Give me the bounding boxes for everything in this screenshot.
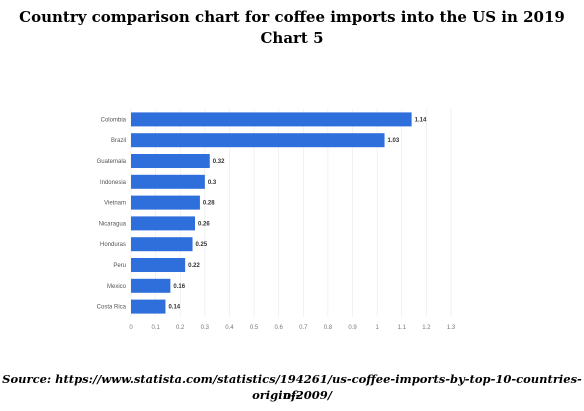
bar [131,174,205,189]
value-label: 0.16 [173,284,185,290]
x-tick-label: 0 [129,325,133,331]
value-label: 0.32 [213,159,225,165]
x-tick-label: 1.2 [422,325,431,331]
source-line-1: Source: https://www.statista.com/statist… [2,372,582,402]
chart-title: Country comparison chart for coffee impo… [19,8,565,26]
x-tick-label: 1 [375,325,379,331]
chart-subtitle: Chart 5 [260,29,324,47]
x-tick-label: 0.2 [176,325,185,331]
value-label: 0.26 [198,221,210,227]
x-tick-label: 0.9 [348,325,357,331]
bar [131,216,195,231]
x-tick-label: 0.4 [225,325,234,331]
category-label: Nicaragua [99,221,127,227]
chart-panel: 0 0.1 0.2 0.3 0.4 0.5 0.6 0.7 0.8 0.9 1 1.1 1.2 1.3 Co… [80,100,476,334]
bar [131,154,210,168]
x-tick-label: 0.1 [151,325,160,331]
bar [131,299,166,314]
value-label: 0.25 [196,242,208,248]
value-label: 1.03 [388,138,400,144]
category-label: Indonesia [100,180,127,186]
category-label: Colombia [101,117,127,123]
category-label: Costa Rica [97,305,127,311]
x-tick-label: 0.6 [275,325,284,331]
category-label: Mexico [107,284,127,290]
x-tick-label: 0.3 [201,325,210,331]
category-label: Vietnam [104,201,126,207]
value-label: 0.28 [203,201,215,207]
x-tick-label: 0.5 [250,325,259,331]
x-tick-label: 0.8 [324,325,333,331]
bar [131,278,171,293]
bar [131,237,193,252]
value-label: 0.3 [208,180,217,186]
source-line-2: origin-2009/ [252,388,332,402]
category-label: Peru [113,263,126,269]
value-label: 1.14 [415,117,427,123]
bar [131,195,200,210]
x-tick-label: 1.3 [447,325,456,331]
bar [131,258,186,272]
bar-chart: 0 0.1 0.2 0.3 0.4 0.5 0.6 0.7 0.8 0.9 1 1.1 1.2 1.3 Co… [97,109,456,331]
category-label: Honduras [100,242,126,248]
value-label: 0.14 [168,305,180,311]
category-label: Brazil [111,138,126,144]
x-tick-label: 0.7 [299,325,308,331]
x-tick-label: 1.1 [398,325,407,331]
value-label: 0.22 [188,263,200,269]
category-label: Guatemala [97,159,127,165]
bar [131,133,385,148]
bar [131,112,412,127]
